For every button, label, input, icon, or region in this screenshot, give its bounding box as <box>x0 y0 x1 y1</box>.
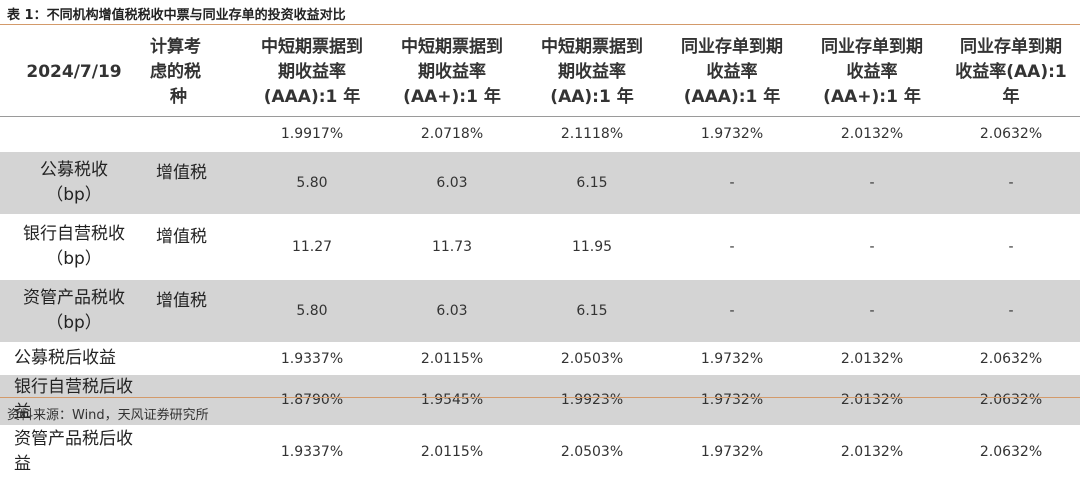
row-tax-type <box>148 343 242 375</box>
header-ncd-aaa: 同业存单到期 收益率 (AAA):1 年 <box>662 28 802 117</box>
header-ncd-aa-plus: 同业存单到期 收益率 (AA+):1 年 <box>802 28 942 117</box>
cell-value: 2.0632% <box>979 444 1043 460</box>
table-row-public-fund-tax: 公募税收 （bp） 增值税 5.80 6.03 6.15 - - - <box>0 151 1080 216</box>
cell-value: 2.0115% <box>420 444 484 460</box>
cell-value: 1.9337% <box>242 343 382 375</box>
cell-value: 1.9923% <box>522 374 662 427</box>
row-tax-type <box>148 426 242 477</box>
header-mtn-aa: 中短期票据到 期收益率 (AA):1 年 <box>522 28 662 117</box>
cell-value: 6.03 <box>382 151 522 216</box>
cell-value: 2.0718% <box>382 116 522 152</box>
table-row-bank-proprietary-after-tax: 银行自营税后收益 1.8790% 1.9545% 1.9923% 1.9732%… <box>0 374 1080 427</box>
cell-value: 2.0503% <box>522 343 662 375</box>
cell-value: - <box>942 151 1080 216</box>
cell-value: 2.1118% <box>522 116 662 152</box>
cell-value: 11.73 <box>382 215 522 280</box>
header-mtn-aaa: 中短期票据到 期收益率 (AAA):1 年 <box>242 28 382 117</box>
cell-value: - <box>802 151 942 216</box>
cell-value: 2.0632% <box>942 374 1080 427</box>
cell-value: 1.9917% <box>242 116 382 152</box>
table-row-pretax-yield: 1.9917% 2.0718% 2.1118% 1.9732% 2.0132% … <box>0 116 1080 152</box>
row-tax-type <box>148 116 242 152</box>
cell-value: 11.27 <box>242 215 382 280</box>
row-label: 银行自营税后收益 <box>0 374 148 427</box>
cell-value: - <box>662 215 802 280</box>
row-tax-type: 增值税 <box>148 215 242 280</box>
header-tax-type: 计算考 虑的税 种 <box>148 28 242 117</box>
row-tax-type: 增值税 <box>148 279 242 344</box>
cell-value: 6.15 <box>522 279 662 344</box>
cell-value: 2.0132% <box>840 444 904 460</box>
cell-value: - <box>942 215 1080 280</box>
cell-value: 1.9732% <box>662 374 802 427</box>
cell-value: 2.0132% <box>802 343 942 375</box>
table-row-asset-mgmt-tax: 资管产品税收 （bp） 增值税 5.80 6.03 6.15 - - - <box>0 279 1080 344</box>
row-label: 公募税收 （bp） <box>0 151 148 216</box>
header-ncd-aa: 同业存单到期 收益率(AA):1 年 <box>942 28 1080 117</box>
row-label: 资管产品税后收益 <box>14 429 133 474</box>
header-mtn-aa-plus: 中短期票据到 期收益率 (AA+):1 年 <box>382 28 522 117</box>
cell-value: - <box>802 215 942 280</box>
row-label: 公募税后收益 <box>0 343 148 375</box>
yield-comparison-table: 2024/7/19 计算考 虑的税 种 中短期票据到 期收益率 (AAA):1 … <box>0 28 1080 477</box>
cell-value: 2.0132% <box>802 116 942 152</box>
cell-value: 5.80 <box>242 279 382 344</box>
table-row-asset-mgmt-after-tax: 资管产品税后收益 1.9337% 2.0115% 2.0503% 1.9732%… <box>0 426 1080 477</box>
table-row-public-fund-after-tax: 公募税后收益 1.9337% 2.0115% 2.0503% 1.9732% 2… <box>0 343 1080 375</box>
cell-value: 2.0503% <box>560 444 624 460</box>
cell-value: 1.9732% <box>662 343 802 375</box>
table-title: 表 1：不同机构增值税税收中票与同业存单的投资收益对比 <box>7 8 346 23</box>
title-divider <box>0 24 1080 25</box>
row-label: 资管产品税收 （bp） <box>0 279 148 344</box>
table-row-bank-proprietary-tax: 银行自营税收 （bp） 增值税 11.27 11.73 11.95 - - - <box>0 215 1080 280</box>
cell-value: 5.80 <box>242 151 382 216</box>
row-tax-type <box>148 374 242 427</box>
cell-value: 2.0132% <box>802 374 942 427</box>
cell-value: 1.8790% <box>242 374 382 427</box>
cell-value: 2.0115% <box>382 343 522 375</box>
cell-value: - <box>802 279 942 344</box>
header-row: 2024/7/19 计算考 虑的税 种 中短期票据到 期收益率 (AAA):1 … <box>0 28 1080 117</box>
row-tax-type: 增值税 <box>148 151 242 216</box>
cell-value: - <box>662 279 802 344</box>
header-date: 2024/7/19 <box>0 28 148 117</box>
source-note: 资料来源：Wind，天风证券研究所 <box>7 408 209 423</box>
cell-value: 1.9732% <box>662 116 802 152</box>
cell-value: 2.0632% <box>942 343 1080 375</box>
cell-value: 2.0632% <box>942 116 1080 152</box>
row-label <box>0 116 148 152</box>
cell-value: - <box>942 279 1080 344</box>
cell-value: 6.15 <box>522 151 662 216</box>
row-label: 银行自营税收 （bp） <box>0 215 148 280</box>
table-bottom-divider <box>0 397 1080 398</box>
cell-value: 1.9337% <box>280 444 344 460</box>
cell-value: 1.9732% <box>700 444 764 460</box>
cell-value: 1.9545% <box>382 374 522 427</box>
cell-value: 11.95 <box>522 215 662 280</box>
cell-value: 6.03 <box>382 279 522 344</box>
cell-value: - <box>662 151 802 216</box>
